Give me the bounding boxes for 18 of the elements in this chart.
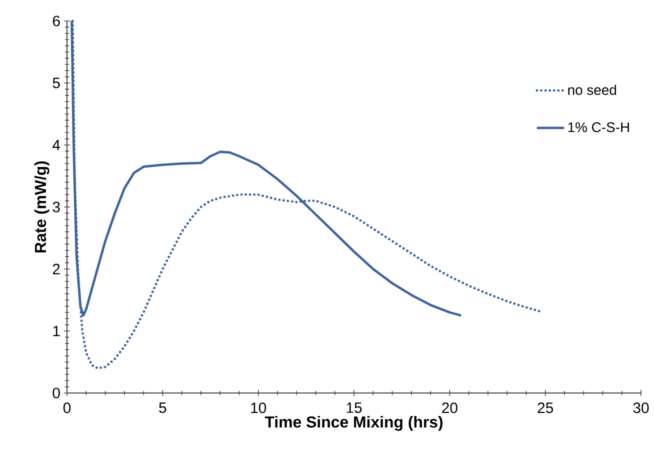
legend-label: 1% C-S-H [568, 122, 629, 132]
x-tick-label: 15 [346, 402, 362, 413]
y-tick-label: 4 [52, 140, 60, 150]
y-tick-label: 5 [52, 78, 60, 88]
x-tick-label: 30 [633, 402, 649, 414]
x-tick-label: 10 [251, 402, 266, 414]
y-tick-label: 0 [52, 388, 60, 398]
y-tick-label: 3 [52, 202, 60, 212]
y-axis-title: Rate (mW/g) [34, 161, 50, 252]
y-tick-label: 6 [52, 16, 60, 26]
x-tick-label: 25 [538, 402, 554, 414]
y-tick-label: 1 [53, 326, 60, 336]
x-tick-label: 5 [159, 402, 166, 413]
x-axis-title: Time Since Mixing (hrs) [264, 416, 443, 431]
x-tick-label: 0 [63, 402, 71, 414]
y-tick-label: 2 [52, 264, 60, 274]
x-tick-label: 20 [442, 402, 458, 414]
legend-label: no seed [568, 84, 616, 95]
